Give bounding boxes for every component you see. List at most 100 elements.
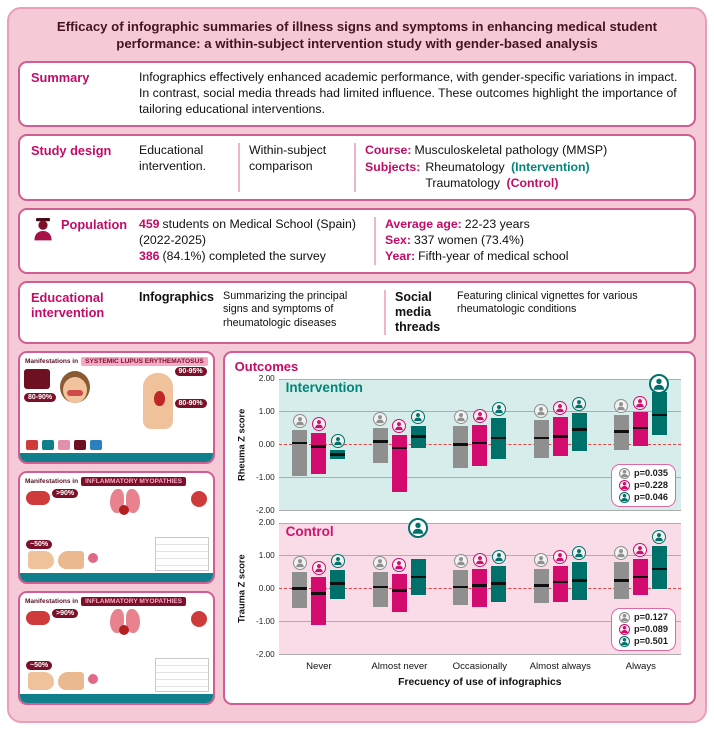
thumbnail-intro: Manifestations in — [25, 598, 79, 606]
thumbnail-myopathies-2: Manifestations in INFLAMMATORY MYOPATHIE… — [18, 591, 215, 705]
boxplot-box — [292, 572, 308, 609]
face-illustration — [60, 370, 90, 403]
strip-icon — [42, 439, 54, 450]
thumbnail-title: INFLAMMATORY MYOPATHIES — [81, 476, 187, 486]
median-line — [372, 440, 388, 443]
median-line — [613, 430, 629, 433]
thumbnail-footer — [20, 693, 213, 703]
person-all-icon — [619, 611, 631, 623]
boxplot-box — [472, 424, 488, 467]
outcomes-card: Outcomes Rheuma Z score Intervention p=0.0… — [222, 350, 696, 705]
thumbnail-illustration: >90% ~50% — [24, 609, 209, 692]
x-axis: Never Almost never Occasionally Almost alwa… — [279, 661, 681, 675]
rash-illustration — [67, 389, 83, 396]
median-line — [410, 435, 426, 438]
population-count-desc: students on Medical School (Spain) (2022… — [139, 216, 356, 247]
subjects-values: Rheumatology (Intervention) Traumatology… — [425, 160, 589, 192]
student-icon — [34, 217, 52, 241]
percentage-badge: ~50% — [26, 540, 53, 550]
boxplot-box — [613, 562, 629, 599]
thumbnail-illustration: >90% ~50% — [24, 488, 209, 572]
hand-illustration — [58, 671, 84, 690]
median-line — [533, 584, 549, 587]
percentage-badge: >90% — [52, 609, 79, 619]
course-subjects: Course: Musculoskeletal pathology (MMSP) … — [365, 143, 683, 192]
median-line — [571, 579, 587, 582]
person-male-icon — [619, 635, 631, 647]
boxplot-box — [391, 573, 407, 612]
boxplot-box — [552, 565, 568, 602]
year-row: Year: Fifth-year of medical school — [385, 249, 683, 265]
median-line — [491, 582, 507, 585]
person-all-icon — [292, 413, 307, 428]
thumbnail-lupus: Manifestations in SYSTEMIC LUPUS ERYTHEM… — [18, 350, 215, 464]
x-tick-label: Always — [625, 660, 656, 672]
population-count: 459 — [139, 216, 160, 231]
study-design-label: Study design — [31, 142, 112, 158]
subject-traumatology: Traumatology — [425, 175, 501, 190]
hand-illustration — [58, 551, 84, 570]
thumbnail-myopathies-1: Manifestations in INFLAMMATORY MYOPATHIE… — [18, 470, 215, 585]
divider — [384, 289, 386, 335]
p-value: p=0.089 — [634, 624, 668, 635]
subjects-line: Subjects: Rheumatology (Intervention) Tr… — [365, 160, 683, 192]
educational-intervention-label: Educational intervention — [31, 289, 105, 320]
person-female-icon — [619, 479, 631, 491]
y-tick-label: 2.00 — [258, 373, 275, 383]
divider — [374, 216, 376, 265]
person-female-icon — [392, 418, 407, 433]
chart-title: Control — [285, 523, 334, 539]
gridline — [278, 653, 681, 655]
median-line — [472, 441, 488, 445]
sex-label: Sex: — [385, 232, 411, 247]
boxplot-box — [311, 433, 327, 475]
divider — [354, 142, 356, 192]
year-value: Fifth-year of medical school — [418, 248, 569, 263]
subjects-label: Subjects: — [365, 159, 421, 174]
boxplot-box — [453, 570, 469, 606]
boxplot-box — [372, 572, 388, 607]
lungs-illustration — [126, 609, 140, 634]
y-tick-label: -1.00 — [256, 616, 275, 626]
bottom-row: Manifestations in SYSTEMIC LUPUS ERYTHEM… — [18, 350, 696, 705]
boxplot-box — [330, 570, 346, 599]
avg-age-label: Average age: — [385, 216, 462, 231]
gridline — [278, 509, 681, 511]
person-male-icon — [330, 433, 345, 448]
median-line — [472, 584, 488, 587]
boxplot-box — [632, 411, 648, 447]
boxplot-box — [472, 568, 488, 607]
organ-circle-illustration — [190, 490, 207, 507]
organ-circle-illustration — [190, 611, 207, 628]
boxplot-box — [410, 558, 426, 596]
median-line — [453, 585, 469, 589]
percentage-badge: 80-90% — [24, 392, 57, 402]
mini-table-illustration — [154, 657, 209, 692]
avg-age-value: 22-23 years — [464, 216, 530, 231]
p-value-legend: p=0.035 p=0.228 p=0.046 — [611, 463, 676, 507]
x-tick-label: Almost always — [529, 660, 591, 672]
person-male-icon — [330, 554, 345, 569]
hand-illustration — [28, 671, 54, 690]
plot-area: Control p=0.127 p=0.089 p=0.501 — [278, 517, 681, 655]
percentage-badge: 90-95% — [174, 366, 207, 376]
person-female-icon — [472, 552, 487, 567]
p-value: p=0.228 — [634, 480, 668, 491]
thumbnail-footer — [20, 573, 213, 583]
boxplot-box — [651, 545, 667, 589]
organ-illustration — [153, 390, 165, 406]
x-tick-label: Occasionally — [452, 660, 508, 672]
page-title: Efficacy of infographic summaries of ill… — [56, 19, 658, 51]
summary-card: Summary Infographics effectively enhance… — [18, 60, 696, 127]
thumbnail-illustration: 80-90% 90-95% 80-90% — [24, 366, 209, 451]
strip-icon — [90, 439, 102, 450]
pink-frame: Efficacy of infographic summaries of ill… — [7, 7, 707, 723]
strip-icon — [74, 439, 86, 450]
person-female-icon — [472, 408, 487, 423]
median-line — [632, 426, 648, 430]
person-female-icon — [553, 549, 568, 564]
p-value: p=0.035 — [634, 468, 668, 479]
hand-illustration — [28, 551, 54, 570]
icon-strip — [26, 439, 207, 451]
